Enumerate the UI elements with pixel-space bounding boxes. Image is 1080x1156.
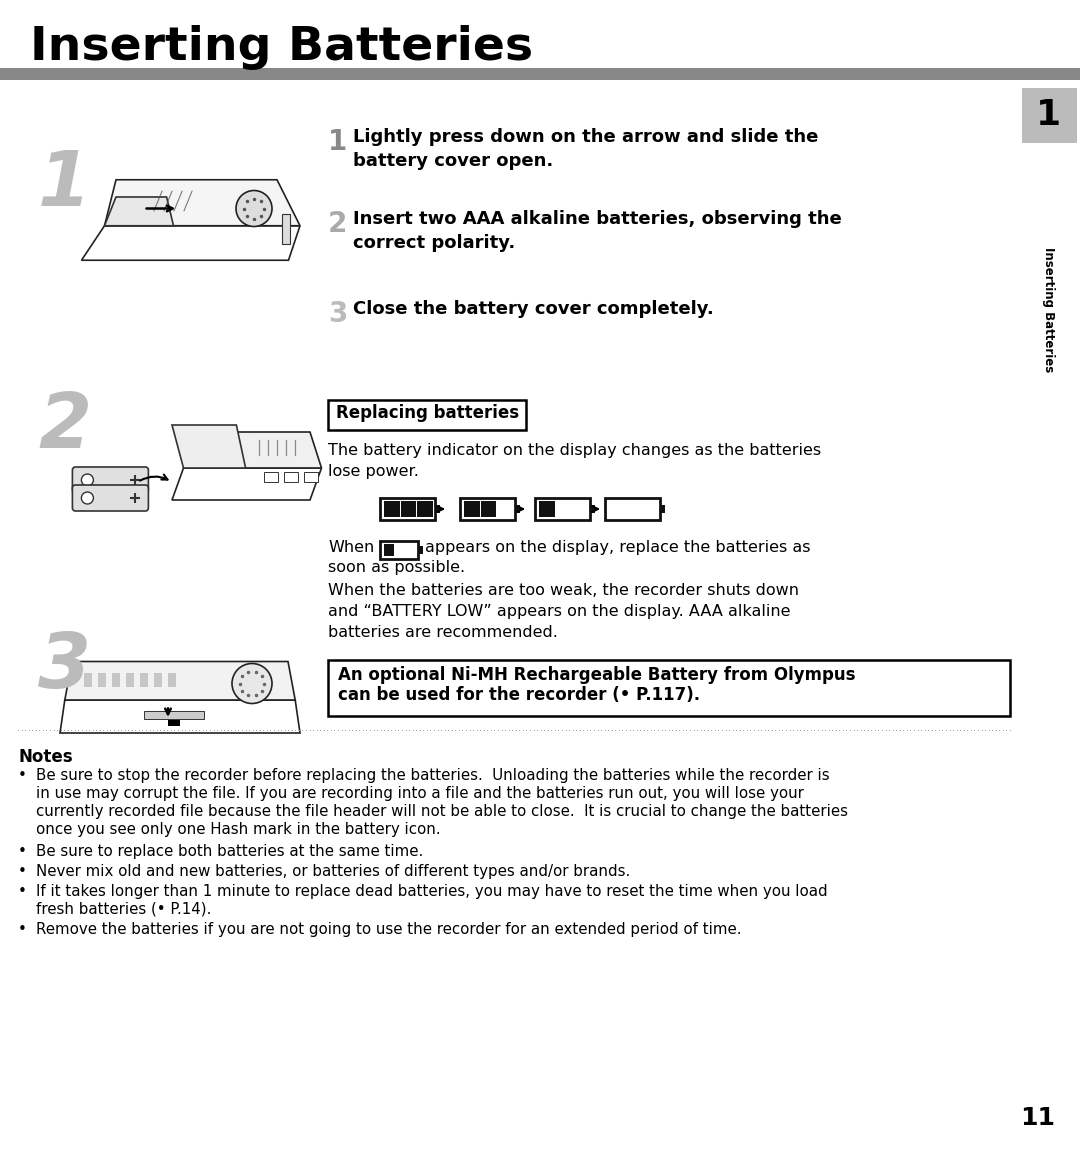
Bar xyxy=(0,68,1080,80)
Text: 1: 1 xyxy=(38,148,91,222)
Text: once you see only one Hash mark in the battery icon.: once you see only one Hash mark in the b… xyxy=(36,822,441,837)
Text: An optional Ni-MH Rechargeable Battery from Olympus: An optional Ni-MH Rechargeable Battery f… xyxy=(338,666,855,684)
Bar xyxy=(515,505,519,513)
Text: Notes: Notes xyxy=(18,748,72,766)
Polygon shape xyxy=(81,225,300,260)
Text: Insert two AAA alkaline batteries, observing the: Insert two AAA alkaline batteries, obser… xyxy=(353,210,841,228)
Bar xyxy=(126,673,134,687)
Bar xyxy=(539,501,555,517)
Text: 1: 1 xyxy=(328,128,348,156)
Polygon shape xyxy=(60,701,300,733)
Bar xyxy=(590,505,595,513)
Polygon shape xyxy=(172,468,322,501)
Bar xyxy=(660,505,665,513)
Bar xyxy=(464,501,480,517)
Text: soon as possible.: soon as possible. xyxy=(328,560,465,575)
Bar xyxy=(140,673,148,687)
Text: Inserting Batteries: Inserting Batteries xyxy=(1042,247,1055,372)
Text: Replacing batteries: Replacing batteries xyxy=(336,403,519,422)
Text: •: • xyxy=(18,864,27,879)
Bar xyxy=(303,472,318,482)
Bar xyxy=(418,546,423,554)
Bar xyxy=(1022,88,1077,143)
Bar xyxy=(380,541,418,560)
Circle shape xyxy=(237,191,272,227)
Bar xyxy=(144,711,204,719)
Text: •: • xyxy=(18,922,27,938)
Bar xyxy=(380,498,435,520)
Bar xyxy=(401,501,416,517)
Bar xyxy=(481,501,497,517)
Bar xyxy=(384,501,400,517)
Text: Never mix old and new batteries, or batteries of different types and/or brands.: Never mix old and new batteries, or batt… xyxy=(36,864,631,879)
Bar xyxy=(168,720,180,726)
Text: 2: 2 xyxy=(328,210,348,238)
Text: 11: 11 xyxy=(1020,1106,1055,1131)
Text: If it takes longer than 1 minute to replace dead batteries, you may have to rese: If it takes longer than 1 minute to repl… xyxy=(36,884,827,899)
Text: can be used for the recorder (• P.117).: can be used for the recorder (• P.117). xyxy=(338,686,700,704)
Text: in use may corrupt the file. If you are recording into a file and the batteries : in use may corrupt the file. If you are … xyxy=(36,786,804,801)
Text: currently recorded file because the file header will not be able to close.  It i: currently recorded file because the file… xyxy=(36,805,848,818)
Bar xyxy=(284,472,298,482)
Bar xyxy=(535,498,590,520)
Bar xyxy=(98,673,106,687)
Polygon shape xyxy=(65,661,295,701)
Polygon shape xyxy=(105,197,174,225)
Text: fresh batteries (• P.14).: fresh batteries (• P.14). xyxy=(36,902,212,917)
Text: 2: 2 xyxy=(38,390,91,464)
Text: When: When xyxy=(328,540,375,555)
Bar xyxy=(168,673,176,687)
Polygon shape xyxy=(172,425,245,468)
FancyBboxPatch shape xyxy=(72,467,148,492)
Text: Remove the batteries if you are not going to use the recorder for an extended pe: Remove the batteries if you are not goin… xyxy=(36,922,742,938)
Text: battery cover open.: battery cover open. xyxy=(353,151,553,170)
Bar xyxy=(282,214,289,244)
Text: appears on the display, replace the batteries as: appears on the display, replace the batt… xyxy=(426,540,810,555)
Text: 3: 3 xyxy=(38,630,91,704)
Text: 1: 1 xyxy=(1037,98,1062,132)
Bar xyxy=(328,660,1010,716)
Circle shape xyxy=(81,474,93,486)
Bar xyxy=(328,400,526,430)
Text: and “BATTERY LOW” appears on the display. AAA alkaline: and “BATTERY LOW” appears on the display… xyxy=(328,603,791,618)
Bar xyxy=(264,472,278,482)
Text: Lightly press down on the arrow and slide the: Lightly press down on the arrow and slid… xyxy=(353,128,819,146)
Text: •: • xyxy=(18,844,27,859)
Bar xyxy=(84,673,92,687)
Text: Be sure to stop the recorder before replacing the batteries.  Unloading the batt: Be sure to stop the recorder before repl… xyxy=(36,768,829,783)
Bar xyxy=(154,673,162,687)
Circle shape xyxy=(232,664,272,704)
Text: Be sure to replace both batteries at the same time.: Be sure to replace both batteries at the… xyxy=(36,844,423,859)
Bar xyxy=(112,673,120,687)
Bar xyxy=(460,498,515,520)
Text: batteries are recommended.: batteries are recommended. xyxy=(328,625,558,640)
Text: correct polarity.: correct polarity. xyxy=(353,234,515,252)
Bar xyxy=(384,544,394,556)
Text: •: • xyxy=(18,884,27,899)
Bar xyxy=(605,498,660,520)
Bar xyxy=(435,505,440,513)
Polygon shape xyxy=(105,179,300,225)
Circle shape xyxy=(81,492,93,504)
Text: Close the battery cover completely.: Close the battery cover completely. xyxy=(353,301,714,318)
Polygon shape xyxy=(184,432,322,468)
Text: •: • xyxy=(18,768,27,783)
Text: Inserting Batteries: Inserting Batteries xyxy=(30,25,534,71)
Bar xyxy=(417,501,433,517)
Text: The battery indicator on the display changes as the batteries: The battery indicator on the display cha… xyxy=(328,443,821,458)
FancyBboxPatch shape xyxy=(72,486,148,511)
Text: lose power.: lose power. xyxy=(328,464,419,479)
Text: When the batteries are too weak, the recorder shuts down: When the batteries are too weak, the rec… xyxy=(328,583,799,598)
Text: 3: 3 xyxy=(328,301,348,328)
